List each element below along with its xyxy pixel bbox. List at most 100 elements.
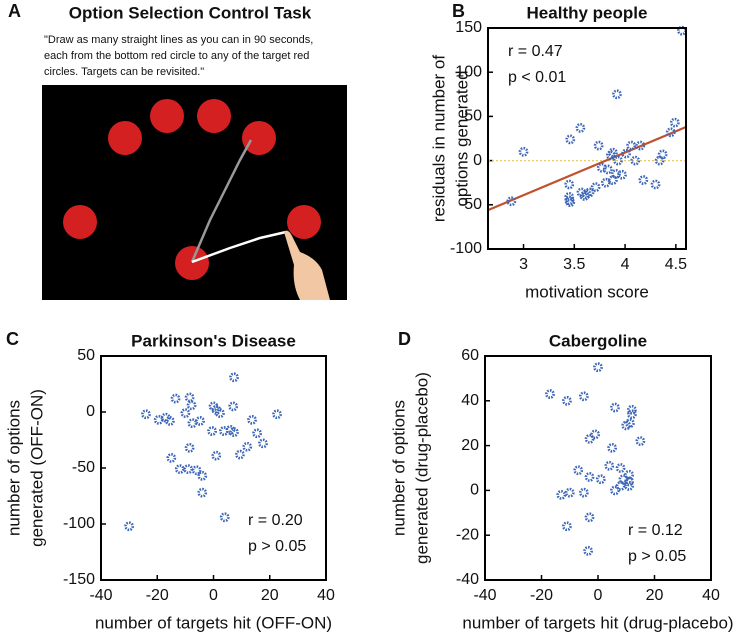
- point: [624, 469, 634, 480]
- point: [607, 147, 618, 158]
- point: [593, 140, 604, 151]
- point: [272, 409, 282, 420]
- point: [564, 487, 575, 498]
- point: [590, 429, 601, 440]
- x-tick-label: 20: [261, 587, 279, 604]
- y-tick-label: 0: [86, 403, 95, 420]
- y-tick-label: 0: [473, 152, 482, 169]
- fit-line: [487, 125, 687, 212]
- y-axis-label: number of options: [4, 400, 23, 536]
- y-tick-label: 20: [461, 437, 479, 454]
- y-tick-label: 40: [461, 392, 479, 409]
- annotation: r = 0.20: [248, 512, 303, 529]
- drawn-line: [191, 230, 287, 264]
- x-tick-label: 0: [594, 587, 603, 604]
- x-tick-label: -40: [89, 587, 112, 604]
- point: [590, 182, 601, 193]
- point: [166, 453, 177, 463]
- point: [252, 428, 262, 439]
- x-tick-label: 4: [621, 256, 630, 273]
- point: [584, 512, 595, 523]
- point: [581, 189, 592, 200]
- point: [602, 164, 613, 175]
- target: [108, 121, 142, 155]
- y-tick-label: -150: [63, 571, 95, 588]
- point: [578, 391, 589, 402]
- instruction-line: each from the bottom red circle to any o…: [44, 50, 309, 62]
- target: [197, 99, 231, 133]
- point: [170, 393, 181, 404]
- point: [197, 487, 208, 498]
- x-tick-label: 0: [209, 587, 218, 604]
- x-tick-label: 20: [646, 587, 664, 604]
- target: [150, 99, 184, 133]
- point: [242, 441, 253, 452]
- point: [612, 89, 622, 100]
- x-tick-label: 4.5: [665, 256, 687, 273]
- point: [635, 436, 646, 447]
- point: [635, 140, 646, 151]
- x-axis-label: number of targets hit (drug-placebo): [462, 613, 733, 632]
- point: [184, 392, 195, 403]
- point: [615, 481, 626, 491]
- point: [578, 487, 589, 498]
- point: [165, 416, 175, 426]
- plot-frame: [100, 355, 327, 581]
- y-axis-label: number of options: [389, 400, 408, 536]
- point: [564, 179, 575, 190]
- x-axis-label: motivation score: [525, 282, 649, 301]
- target: [242, 121, 276, 155]
- instruction-line: circles. Targets can be revisited.": [44, 66, 204, 78]
- annotation: p < 0.01: [508, 69, 566, 86]
- point: [607, 175, 618, 185]
- point: [638, 175, 649, 185]
- point: [219, 512, 230, 523]
- point: [215, 408, 225, 419]
- panel-title: Option Selection Control Task: [69, 3, 312, 22]
- point: [565, 134, 576, 145]
- plot-frame: [487, 27, 687, 250]
- x-tick-label: 3.5: [563, 256, 585, 273]
- plot-frame: [484, 355, 712, 581]
- point: [518, 146, 529, 157]
- point: [610, 402, 620, 413]
- point: [621, 148, 631, 159]
- x-tick-label: -20: [530, 587, 553, 604]
- point: [545, 389, 555, 399]
- hand: [284, 230, 330, 300]
- annotation: r = 0.12: [628, 522, 683, 539]
- point: [595, 474, 606, 485]
- point: [596, 162, 607, 173]
- instruction-line: "Draw as many straight lines as you can …: [44, 34, 313, 46]
- point: [618, 474, 629, 485]
- point: [584, 187, 595, 198]
- drawn-line: [190, 139, 253, 263]
- point: [195, 416, 205, 426]
- point: [625, 418, 635, 429]
- point: [624, 481, 634, 491]
- point: [141, 409, 151, 420]
- point: [626, 140, 637, 151]
- annotation: p > 0.05: [628, 548, 686, 565]
- point: [564, 191, 575, 202]
- point: [583, 545, 594, 556]
- point: [565, 197, 576, 208]
- chart-title: Parkinson's Disease: [131, 331, 296, 350]
- target: [63, 205, 97, 239]
- x-tick-label: 40: [317, 587, 335, 604]
- point: [650, 179, 661, 190]
- y-axis-label: generated (drug-placebo): [412, 372, 431, 564]
- x-tick-label: -40: [473, 587, 496, 604]
- point: [124, 521, 135, 532]
- point: [669, 117, 680, 128]
- targets: [63, 99, 321, 280]
- y-tick-label: 150: [455, 19, 482, 36]
- point: [610, 485, 620, 496]
- x-tick-label: 40: [702, 587, 720, 604]
- point: [584, 472, 595, 482]
- x-tick-label: -20: [146, 587, 169, 604]
- point: [556, 489, 567, 500]
- point: [562, 395, 572, 406]
- point: [191, 465, 202, 476]
- point: [613, 155, 623, 166]
